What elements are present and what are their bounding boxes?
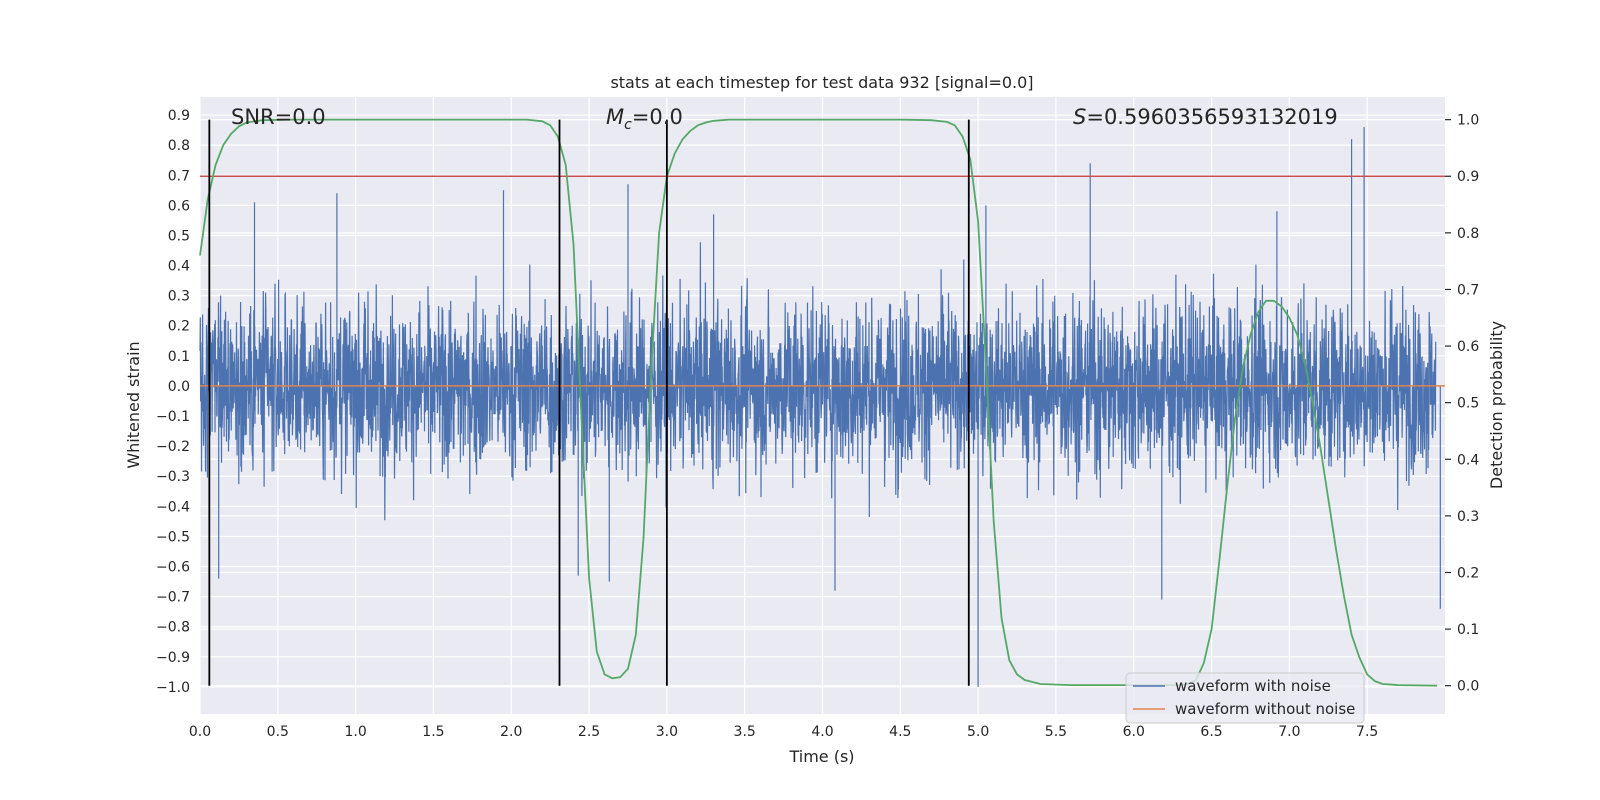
ticks: 0.0 0.5 1.0 1.5 2.0 2.5 3.0 3.5 4.0 4.5 5.0 5.5 6.0 6… [156,108,1479,740]
y-tick-label-left: 0.1 [168,349,190,365]
y-tick-label-right: 0.4 [1457,452,1479,468]
y-tick-label-left: 0.3 [168,289,190,305]
x-tick-label: 5.5 [1045,724,1067,740]
y-tick-label-left: 0.8 [168,138,190,154]
y-tick-label-right: 1.0 [1457,113,1479,129]
y-tick-label-left: −0.5 [156,529,190,545]
y-tick-label-right: 0.0 [1457,679,1479,695]
x-tick-label: 4.0 [811,724,833,740]
legend: waveform with noise waveform without noi… [1125,672,1365,724]
x-tick-label: 2.5 [578,724,600,740]
x-tick-label: 7.5 [1356,724,1378,740]
y-tick-label-right: 0.1 [1457,622,1479,638]
y-tick-label-left: 0.4 [168,259,190,275]
y-tick-label-left: −0.3 [156,469,190,485]
y-tick-label-left: −0.1 [156,409,190,425]
y-tick-label-left: −0.6 [156,560,190,576]
detection-probability-line [199,118,1438,687]
x-tick-label: 2.0 [500,724,522,740]
y-tick-label-left: 0.2 [168,319,190,335]
y-axis-label-right: Detection probability [1487,321,1506,489]
y-tick-label-right: 0.5 [1457,396,1479,412]
x-tick-label: 7.0 [1278,724,1300,740]
y-tick-label-left: −0.8 [156,620,190,636]
annotation-s: S=0.5960356593132019 [1073,105,1338,129]
y-tick-label-left: 0.7 [168,168,190,184]
y-tick-label-right: 0.6 [1457,339,1479,355]
y-tick-label-right: 0.3 [1457,509,1479,525]
y-tick-label-left: 0.9 [168,108,190,124]
y-tick-label-right: 0.7 [1457,282,1479,298]
series-waveform-with-noise [199,127,1441,687]
annotation-mc: Mc=0.0 [606,105,683,133]
x-tick-label: 1.5 [422,724,444,740]
y-tick-label-left: −0.4 [156,499,190,515]
y-tick-label-left: −0.2 [156,439,190,455]
x-tick-label: 1.0 [344,724,366,740]
waveform-with-noise-line [199,127,1441,687]
x-tick-label: 0.5 [267,724,289,740]
legend-box [1125,672,1365,724]
x-tick-label: 0.0 [189,724,211,740]
y-tick-label-right: 0.9 [1457,169,1479,185]
legend-label-noise: waveform with noise [1175,677,1331,695]
y-tick-label-left: −0.7 [156,590,190,606]
x-axis-label: Time (s) [788,747,854,766]
x-tick-label: 6.5 [1200,724,1222,740]
y-tick-label-right: 0.8 [1457,226,1479,242]
annotation-snr: SNR=0.0 [231,105,326,129]
y-axis-label-left: Whitened strain [124,341,143,468]
y-tick-label-left: 0.6 [168,198,190,214]
series-lines [199,118,1445,687]
legend-label-clean: waveform without noise [1175,700,1355,718]
x-tick-label: 6.0 [1123,724,1145,740]
x-tick-label: 4.5 [889,724,911,740]
x-tick-label: 3.0 [656,724,678,740]
x-tick-label: 5.0 [967,724,989,740]
y-tick-label-left: −0.9 [156,650,190,666]
y-tick-label-left: 0.0 [168,379,190,395]
y-tick-label-right: 0.2 [1457,565,1479,581]
chart-title: stats at each timestep for test data 932… [610,73,1033,92]
y-tick-label-left: 0.5 [168,228,190,244]
x-tick-label: 3.5 [734,724,756,740]
y-tick-label-left: −1.0 [156,680,190,696]
